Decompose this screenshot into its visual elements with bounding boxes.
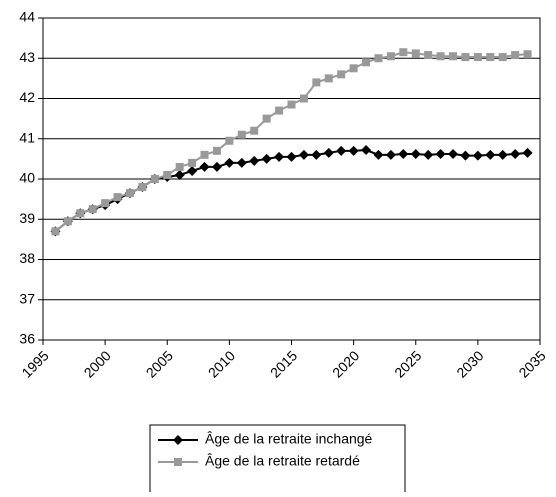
point [423, 149, 434, 160]
point [138, 183, 147, 192]
point [498, 53, 507, 62]
point [472, 150, 483, 161]
x-tick-label: 2030 [453, 347, 486, 380]
y-tick-label: 37 [19, 290, 35, 306]
point [510, 149, 521, 160]
legend-label: Âge de la retraite retardé [205, 453, 360, 469]
point [511, 51, 520, 60]
point [312, 78, 321, 87]
point [411, 49, 420, 58]
point [349, 64, 358, 73]
point [174, 169, 185, 180]
point [76, 209, 85, 218]
point [522, 147, 533, 158]
x-tick-label: 2020 [329, 347, 362, 380]
point [275, 106, 284, 115]
point [348, 145, 359, 156]
point [324, 74, 333, 83]
point [51, 227, 60, 236]
point [523, 50, 532, 59]
point [473, 53, 482, 62]
point [337, 70, 346, 79]
point [436, 52, 445, 61]
point [150, 175, 159, 183]
point [199, 161, 210, 172]
point [336, 145, 347, 156]
point [200, 150, 209, 159]
x-tick-label: 2015 [267, 347, 300, 380]
point [323, 147, 334, 158]
point [374, 54, 383, 63]
series-line [54, 51, 528, 233]
point [399, 48, 408, 57]
point [261, 153, 272, 164]
point [486, 53, 495, 62]
y-tick-label: 44 [19, 9, 35, 25]
point [410, 149, 421, 160]
legend-label: Âge de la retraite inchangé [205, 431, 373, 447]
point [435, 149, 446, 160]
point [274, 151, 285, 162]
point [311, 149, 322, 160]
point [113, 193, 122, 202]
point [101, 199, 110, 208]
x-tick-label: 2000 [81, 347, 114, 380]
point [485, 149, 496, 160]
y-tick-label: 42 [19, 89, 35, 105]
x-tick-label: 2025 [391, 347, 424, 380]
point [224, 157, 235, 168]
y-tick-label: 39 [19, 210, 35, 226]
legend-marker [174, 458, 182, 466]
point [361, 145, 372, 156]
point [187, 165, 198, 176]
point [448, 149, 459, 160]
y-tick-label: 43 [19, 49, 35, 65]
point [362, 58, 371, 67]
x-tick-label: 2010 [205, 347, 238, 380]
point [262, 114, 271, 123]
point [225, 136, 234, 145]
point [211, 161, 222, 172]
point [163, 170, 172, 179]
y-tick-label: 36 [19, 331, 35, 347]
point [385, 149, 396, 160]
point [212, 146, 221, 155]
point [373, 149, 384, 160]
point [497, 149, 508, 160]
point [424, 51, 433, 60]
point [88, 205, 97, 214]
point [298, 149, 309, 160]
point [299, 94, 308, 103]
point [249, 155, 260, 166]
point [386, 52, 395, 61]
point [125, 189, 134, 198]
y-tick-label: 41 [19, 129, 35, 145]
x-tick-label: 2005 [143, 347, 176, 380]
point [286, 151, 297, 162]
point [398, 149, 409, 160]
point [449, 52, 458, 61]
x-tick-label: 2035 [515, 347, 548, 380]
point [461, 53, 470, 62]
point [63, 217, 72, 226]
point [188, 158, 197, 167]
point [250, 126, 259, 135]
y-tick-label: 38 [19, 250, 35, 266]
point [237, 130, 246, 139]
legend-marker [173, 435, 183, 445]
point [287, 100, 296, 109]
point [460, 150, 471, 161]
point [236, 157, 247, 168]
y-tick-label: 40 [19, 170, 35, 186]
x-tick-label: 1995 [18, 347, 51, 380]
point [175, 162, 184, 171]
